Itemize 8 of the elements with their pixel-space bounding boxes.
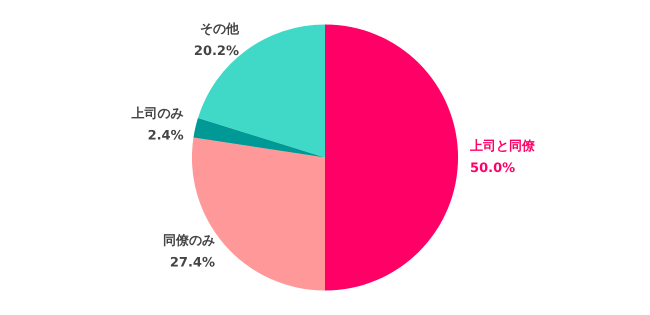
- slice-label: 同僚のみ: [162, 234, 215, 249]
- slice-label: 上司のみ: [130, 106, 184, 122]
- data-label: 20.2%: [194, 44, 240, 60]
- data-label: 27.4%: [170, 256, 215, 271]
- slice-label: 上司と同僚: [469, 139, 536, 154]
- data-label: 50.0%: [470, 161, 516, 176]
- data-label: 2.4%: [148, 128, 184, 144]
- slice-label: その他: [200, 22, 240, 38]
